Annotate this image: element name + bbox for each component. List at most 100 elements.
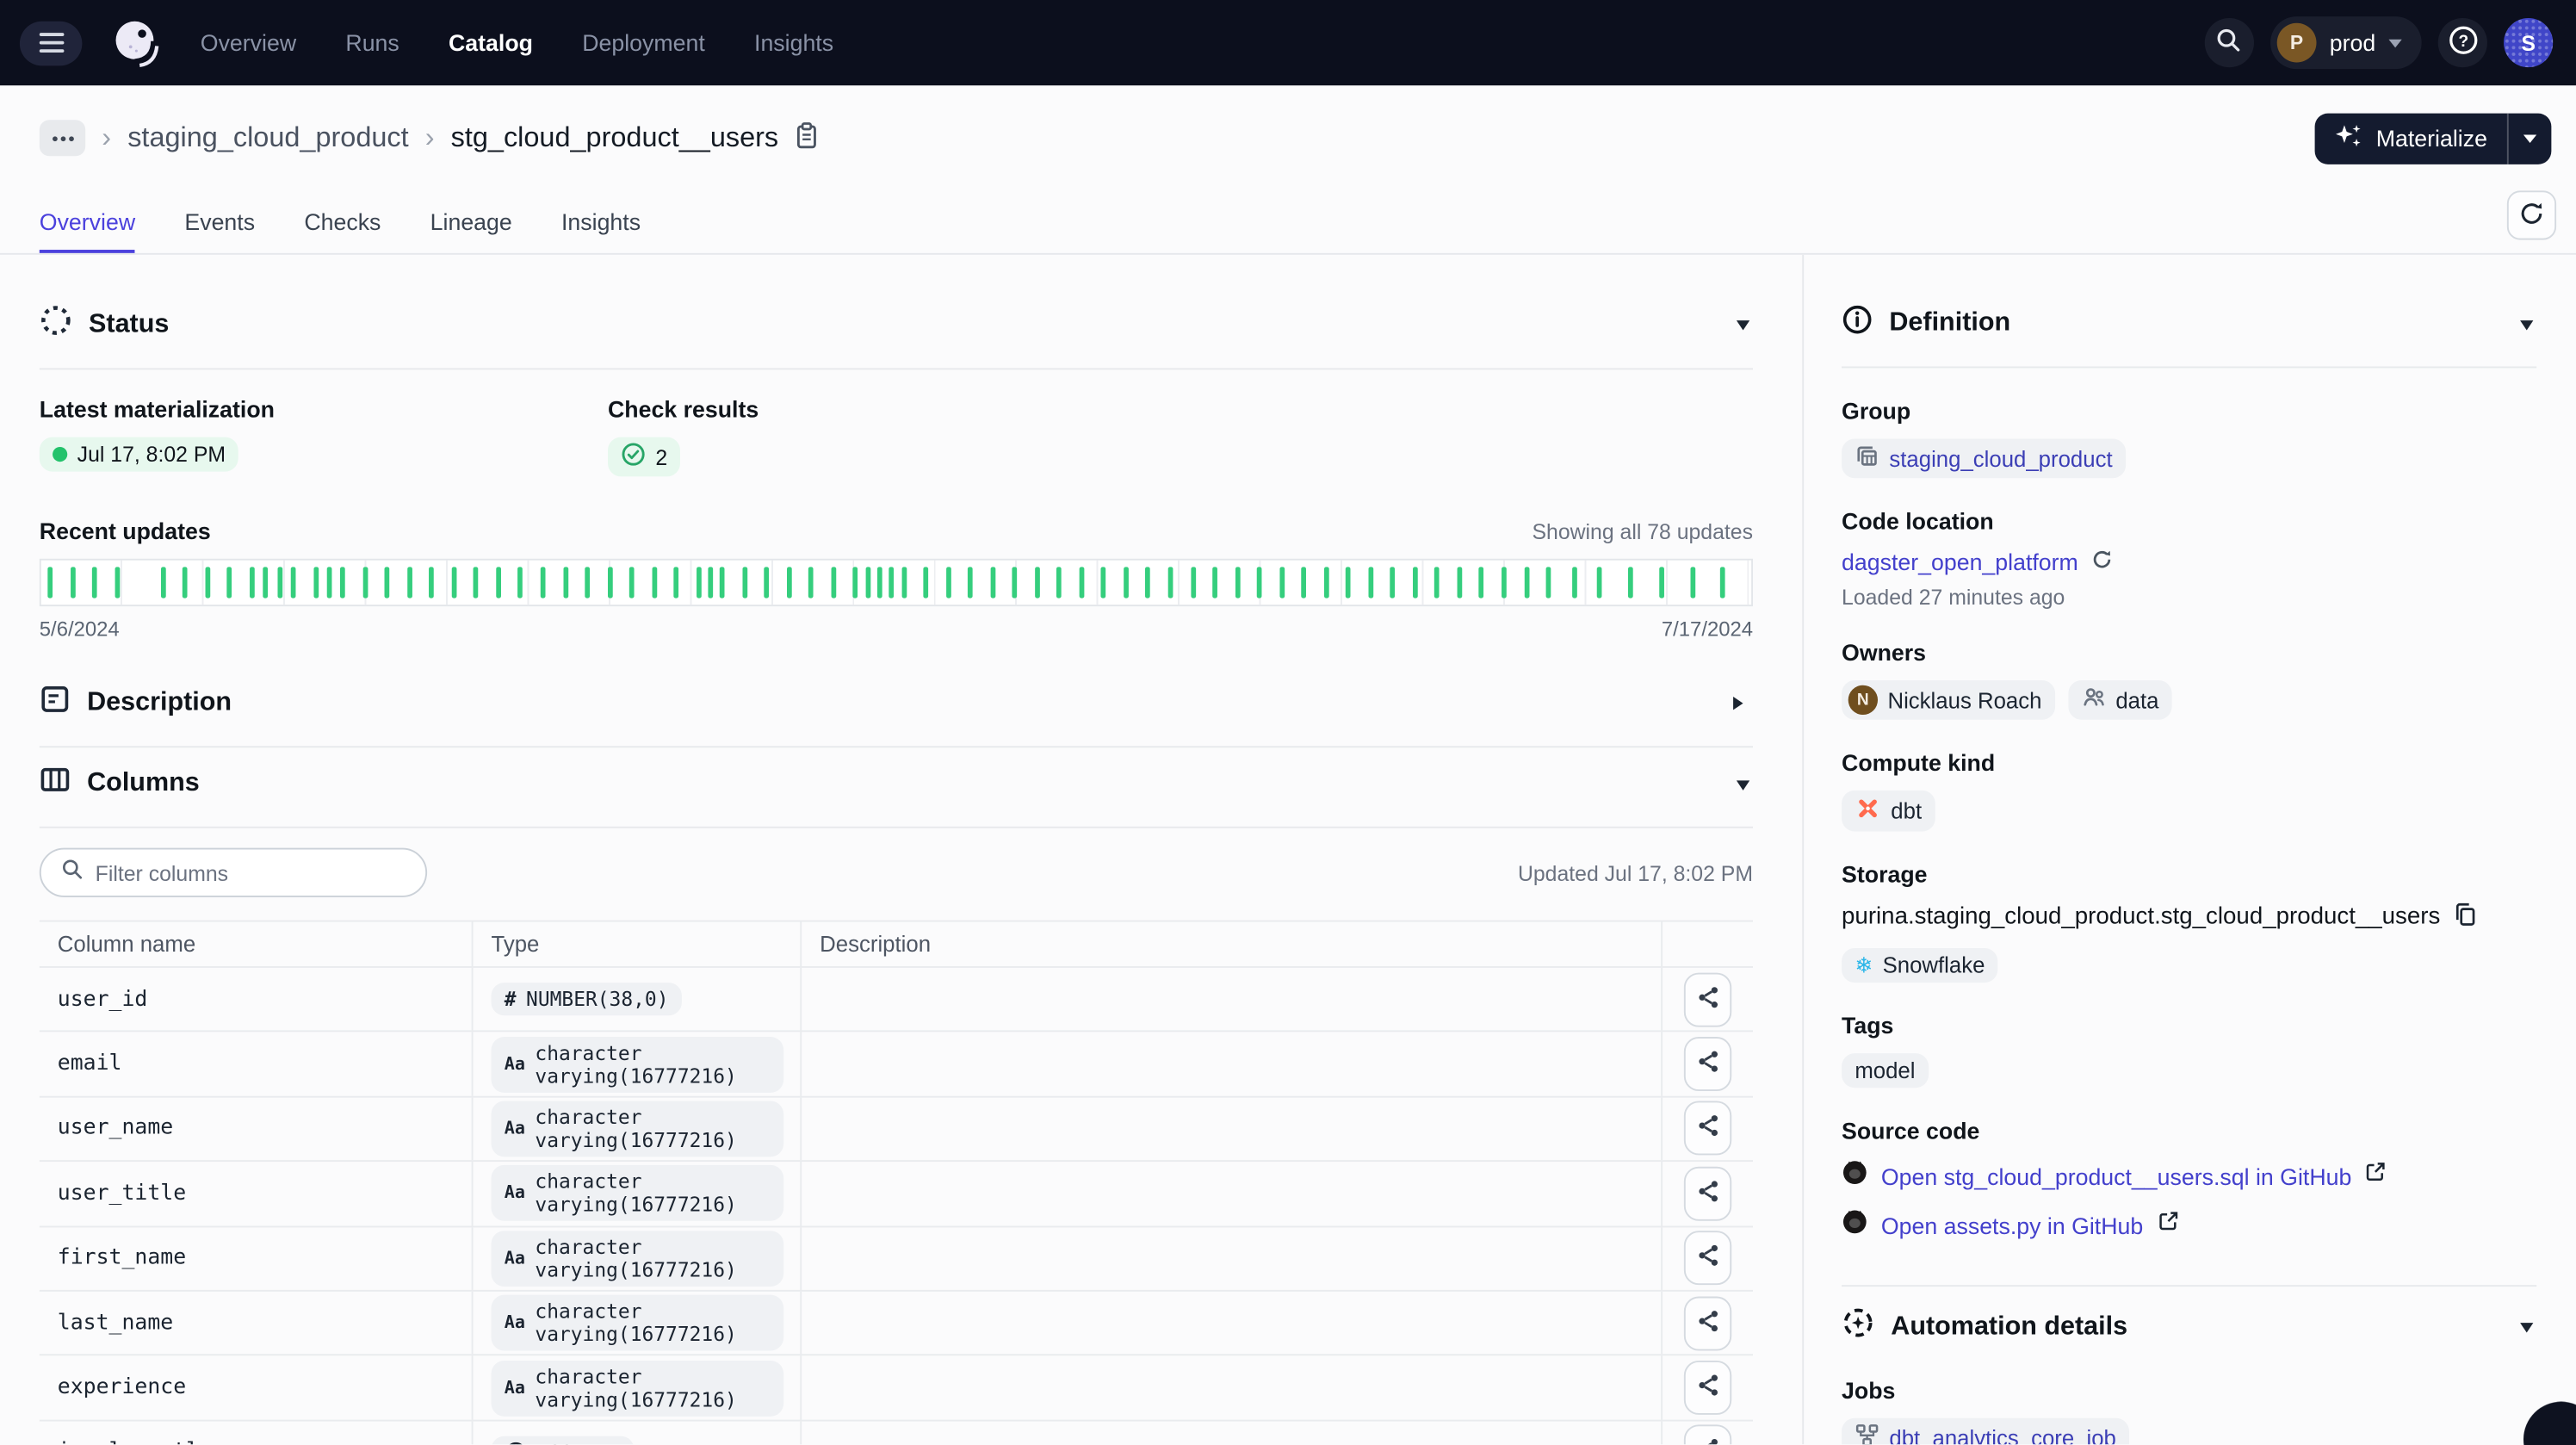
group-label: Group	[1842, 398, 2536, 425]
update-tick	[1323, 567, 1328, 598]
update-tick	[1720, 567, 1725, 598]
column-header-name: Column name	[40, 921, 474, 966]
view-column-lineage-button[interactable]	[1684, 1037, 1731, 1091]
materialize-split-button: Materialize	[2315, 113, 2551, 164]
breadcrumb-overflow-button[interactable]	[40, 120, 85, 156]
nav-item-catalog[interactable]: Catalog	[449, 29, 533, 56]
recent-updates-timeline[interactable]	[40, 559, 1753, 606]
update-tick	[1235, 567, 1240, 598]
nav-item-deployment[interactable]: Deployment	[582, 29, 705, 56]
code-location-label: Code location	[1842, 508, 2536, 535]
code-location-loaded: Loaded 27 minutes ago	[1842, 585, 2536, 610]
update-tick	[541, 567, 546, 598]
materialize-button[interactable]: Materialize	[2315, 113, 2507, 164]
table-row: user_nameAacharacter varying(16777216)	[40, 1097, 1753, 1162]
update-tick	[1302, 567, 1307, 598]
column-name-cell: user_title	[40, 1162, 474, 1225]
view-column-lineage-button[interactable]	[1684, 1296, 1731, 1350]
breadcrumb-group-link[interactable]: staging_cloud_product	[127, 121, 408, 154]
definition-collapse-button[interactable]	[2517, 308, 2536, 339]
column-name-cell: first_name	[40, 1227, 474, 1290]
view-column-lineage-button[interactable]	[1684, 1425, 1731, 1444]
source-code-label: Source code	[1842, 1118, 2536, 1144]
code-location-link[interactable]: dagster_open_platform	[1842, 549, 2078, 575]
view-column-lineage-button[interactable]	[1684, 1231, 1731, 1286]
tags-label: Tags	[1842, 1012, 2536, 1039]
tag-badge[interactable]: model	[1842, 1053, 1929, 1088]
external-link-icon	[2157, 1209, 2180, 1240]
columns-collapse-button[interactable]	[1733, 768, 1753, 799]
copy-storage-path-button[interactable]	[2454, 902, 2479, 932]
group-badge[interactable]: staging_cloud_product	[1842, 438, 2126, 478]
update-tick	[720, 567, 725, 598]
status-collapse-button[interactable]	[1733, 309, 1753, 340]
svg-text:?: ?	[2458, 33, 2468, 51]
update-tick	[1146, 567, 1151, 598]
source-link-sql[interactable]: Open stg_cloud_product__users.sql in Git…	[1881, 1163, 2352, 1189]
view-column-lineage-button[interactable]	[1684, 1101, 1731, 1156]
dagster-logo-icon[interactable]	[112, 18, 161, 67]
description-expand-button[interactable]	[1722, 693, 1753, 713]
compute-kind-name: dbt	[1891, 798, 1922, 823]
column-type-cell: Aacharacter varying(16777216)	[474, 1292, 802, 1355]
latest-materialization-badge[interactable]: Jul 17, 8:02 PM	[40, 437, 239, 472]
nav-item-insights[interactable]: Insights	[754, 29, 833, 56]
tab-checks[interactable]: Checks	[304, 190, 381, 253]
status-section-title: Status	[89, 310, 169, 339]
columns-section-title: Columns	[87, 769, 200, 798]
owner-badge-team[interactable]: data	[2068, 680, 2172, 720]
owner-badge-user[interactable]: N Nicklaus Roach	[1842, 680, 2055, 720]
copy-asset-name-button[interactable]	[793, 121, 820, 154]
menu-button[interactable]	[20, 21, 83, 65]
reload-code-location-button[interactable]	[2091, 549, 2113, 575]
search-button[interactable]	[2205, 18, 2254, 67]
update-tick	[183, 567, 189, 598]
source-link-assets-py[interactable]: Open assets.py in GitHub	[1881, 1212, 2143, 1238]
job-badge[interactable]: dbt_analytics_core_job	[1842, 1418, 2129, 1445]
update-tick	[1413, 567, 1418, 598]
column-description-cell	[802, 1227, 1663, 1290]
help-button[interactable]: ?	[2438, 18, 2487, 67]
update-tick	[1168, 567, 1173, 598]
view-column-lineage-button[interactable]	[1684, 1167, 1731, 1221]
copy-icon	[2454, 902, 2479, 932]
view-column-lineage-button[interactable]	[1684, 1361, 1731, 1415]
nav-item-overview[interactable]: Overview	[201, 29, 296, 56]
column-type-badge: Aacharacter varying(16777216)	[492, 1360, 784, 1416]
column-type-badge: Aacharacter varying(16777216)	[492, 1166, 784, 1222]
storage-kind-badge[interactable]: ❄ Snowflake	[1842, 948, 1998, 983]
job-icon	[1855, 1423, 1879, 1444]
help-icon: ?	[2447, 25, 2478, 61]
chevron-down-icon	[1737, 779, 1749, 796]
compute-kind-badge[interactable]: dbt	[1842, 791, 1935, 832]
timeline-start-date: 5/6/2024	[40, 617, 120, 641]
lineage-share-icon	[1694, 1372, 1721, 1403]
chevron-down-icon	[2520, 319, 2533, 336]
automation-section-title: Automation details	[1891, 1312, 2127, 1342]
refresh-button[interactable]	[2507, 190, 2556, 239]
deployment-switcher[interactable]: P prod	[2270, 16, 2422, 69]
tab-overview[interactable]: Overview	[40, 190, 135, 253]
deployment-avatar: P	[2277, 23, 2317, 63]
breadcrumb-row: › staging_cloud_product › stg_cloud_prod…	[0, 85, 2576, 190]
team-icon	[2081, 685, 2106, 715]
tab-events[interactable]: Events	[184, 190, 255, 253]
view-column-lineage-button[interactable]	[1684, 972, 1731, 1026]
user-avatar[interactable]: S	[2504, 18, 2553, 67]
update-tick	[946, 567, 951, 598]
column-type-cell: Aacharacter varying(16777216)	[474, 1097, 802, 1160]
filter-columns-field[interactable]	[40, 848, 427, 897]
tab-lineage[interactable]: Lineage	[430, 190, 512, 253]
nav-item-runs[interactable]: Runs	[345, 29, 399, 56]
job-name: dbt_analytics_core_job	[1889, 1425, 2116, 1444]
update-tick	[585, 567, 590, 598]
filter-columns-input[interactable]	[96, 860, 406, 885]
automation-collapse-button[interactable]	[2517, 1312, 2536, 1343]
materialize-options-button[interactable]	[2509, 113, 2552, 164]
check-results-badge[interactable]: 2	[608, 437, 680, 477]
recent-updates-caption: Showing all 78 updates	[1532, 519, 1753, 544]
update-tick	[809, 567, 814, 598]
tab-insights[interactable]: Insights	[561, 190, 641, 253]
chevron-down-icon	[2388, 39, 2401, 53]
lineage-share-icon	[1694, 1113, 1721, 1144]
